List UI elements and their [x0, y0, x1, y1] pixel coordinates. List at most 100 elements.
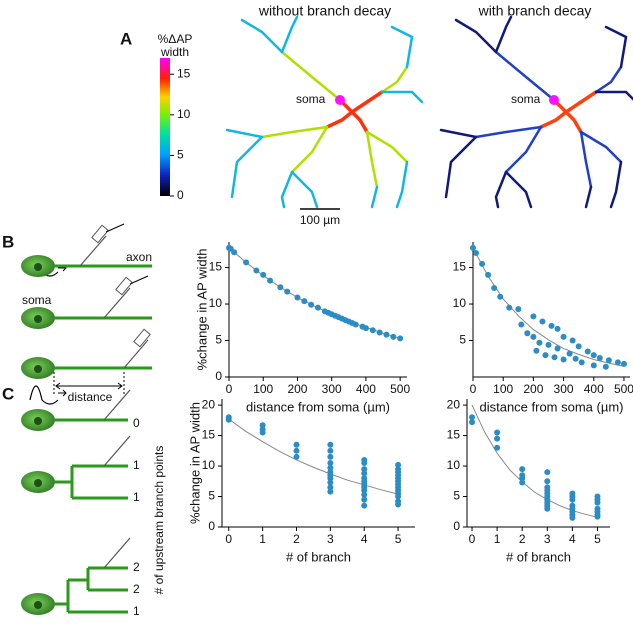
- data-point: [518, 321, 525, 328]
- x-tick-label: 500: [614, 382, 633, 396]
- data-point: [284, 288, 291, 295]
- x-tick-label: 5: [594, 532, 601, 546]
- neurite: [290, 170, 319, 209]
- data-point: [506, 304, 513, 311]
- distance-label: distance: [68, 390, 113, 404]
- neurite: [390, 25, 414, 69]
- data-point: [545, 341, 552, 348]
- neurite: [444, 135, 478, 199]
- data-point: [231, 249, 238, 256]
- neurite: [494, 15, 513, 54]
- data-point: [575, 343, 582, 350]
- data-point: [395, 501, 402, 508]
- x-tick-label: 3: [327, 532, 334, 546]
- data-point: [479, 260, 486, 267]
- data-point: [602, 363, 609, 370]
- data-point: [361, 466, 368, 473]
- data-point: [260, 271, 267, 278]
- data-point: [369, 327, 376, 334]
- y-tick-label: 10: [202, 458, 216, 472]
- branch-count: 2: [133, 560, 140, 574]
- data-point: [569, 496, 576, 503]
- x-tick-label: 0: [226, 382, 233, 396]
- scale-bar-label: 100 µm: [300, 213, 340, 227]
- data-point: [327, 475, 334, 482]
- axon-label: axon: [126, 250, 152, 264]
- data-point: [551, 354, 558, 361]
- data-point: [390, 333, 397, 340]
- neurite: [280, 170, 294, 209]
- data-point: [327, 464, 334, 471]
- neurite: [370, 185, 379, 209]
- y-axis-label: %change in AP width: [194, 249, 209, 371]
- panel-label: A: [120, 29, 132, 48]
- y-tick-label: 5: [215, 333, 222, 347]
- data-point: [560, 333, 567, 340]
- neurite: [290, 125, 329, 174]
- data-point: [544, 478, 551, 485]
- data-point: [308, 301, 315, 308]
- x-tick-label: 100: [253, 382, 273, 396]
- data-point: [533, 347, 540, 354]
- data-point: [361, 487, 368, 494]
- branch-count: 2: [133, 582, 140, 596]
- c-schematic: [21, 385, 131, 615]
- data-point: [277, 284, 284, 291]
- data-point: [494, 435, 501, 442]
- data-point: [327, 479, 334, 486]
- neurite: [504, 170, 533, 209]
- data-point: [584, 348, 591, 355]
- colorbar-label: width: [160, 45, 189, 59]
- soma: [335, 95, 345, 105]
- neurite: [280, 50, 342, 102]
- data-point: [352, 321, 359, 328]
- data-point: [361, 460, 368, 466]
- data-point: [515, 306, 522, 313]
- fit-line: [228, 247, 401, 339]
- soma-label: soma: [296, 92, 326, 106]
- x-tick-label: 5: [395, 532, 402, 546]
- data-point: [293, 453, 300, 460]
- neurite: [474, 125, 543, 139]
- data-point: [560, 356, 567, 363]
- x-tick-label: 3: [544, 532, 551, 546]
- x-tick-label: 400: [584, 382, 604, 396]
- x-tick-label: 4: [569, 532, 576, 546]
- data-point: [590, 362, 597, 369]
- data-point: [259, 429, 266, 436]
- data-point: [225, 414, 232, 421]
- y-tick-label: 5: [208, 489, 215, 503]
- neurite: [380, 90, 424, 104]
- neurite: [260, 125, 329, 139]
- data-point: [594, 499, 601, 506]
- data-point: [594, 513, 601, 520]
- colorbar-label: %ΔAP: [158, 32, 193, 46]
- data-point: [470, 244, 476, 251]
- neurite: [504, 125, 543, 174]
- colorbar-tick-label: 5: [177, 148, 184, 162]
- data-point: [519, 475, 526, 482]
- data-point: [554, 325, 561, 332]
- x-tick-label: 1: [259, 532, 266, 546]
- data-point: [395, 461, 402, 468]
- branch-count: 1: [133, 604, 140, 618]
- data-point: [491, 284, 498, 291]
- data-point: [596, 355, 603, 362]
- x-tick-label: 300: [554, 382, 574, 396]
- y-tick-label: 10: [447, 458, 461, 472]
- soma-label: soma: [511, 92, 541, 106]
- neurite: [395, 160, 409, 209]
- y-tick-label: 15: [447, 428, 461, 442]
- neurite: [594, 65, 623, 94]
- panel-label: C: [2, 384, 14, 403]
- data-point: [327, 484, 334, 491]
- colorbar-tick-label: 10: [177, 107, 191, 121]
- soma: [549, 95, 559, 105]
- data-point: [327, 460, 334, 466]
- data-point: [614, 359, 621, 366]
- data-point: [566, 350, 573, 357]
- data-point: [267, 277, 274, 284]
- y-tick-label: 20: [447, 397, 461, 411]
- data-point: [539, 318, 546, 325]
